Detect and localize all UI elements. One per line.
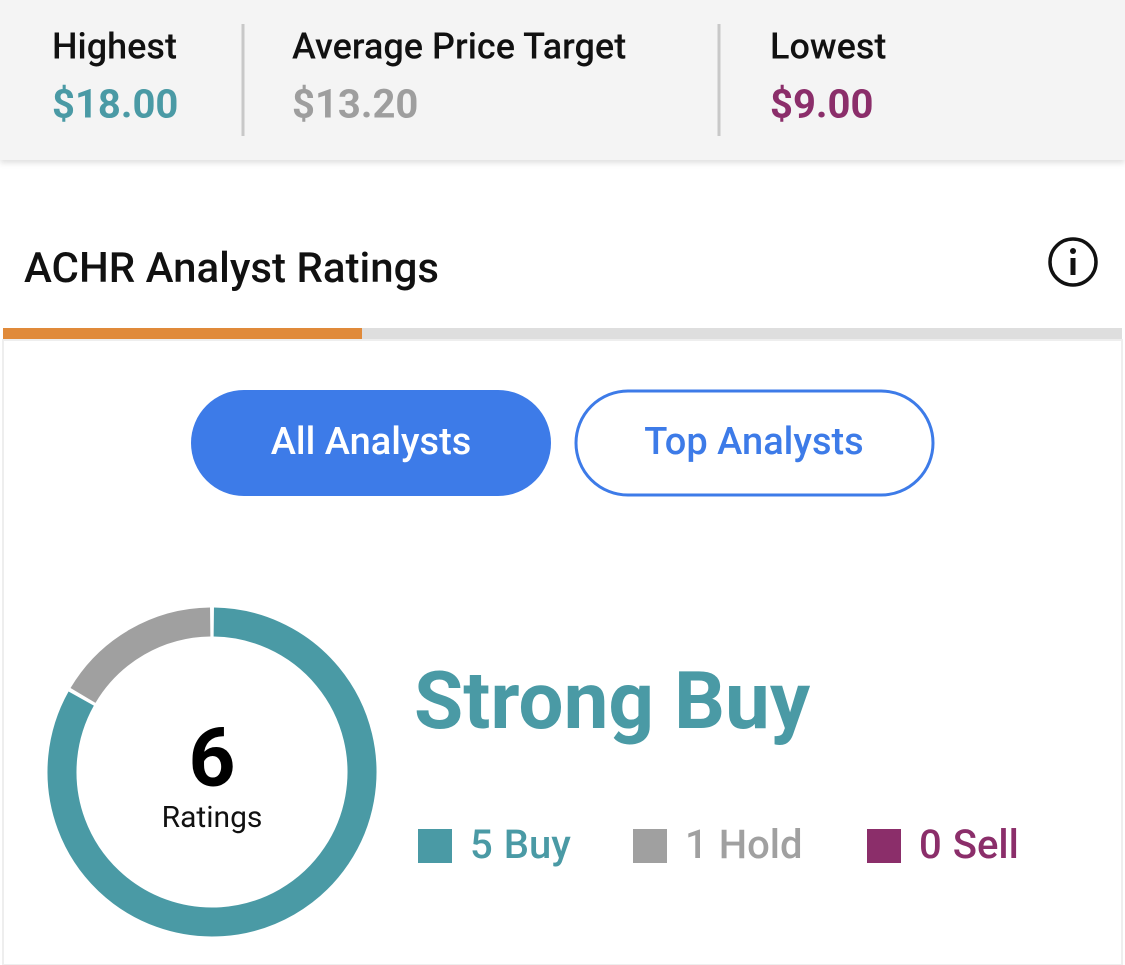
legend-count: 0 <box>919 821 942 868</box>
legend-label: 5 Buy <box>470 821 571 868</box>
legend-count: 5 <box>470 821 493 868</box>
legend-label: 1 Hold <box>685 821 803 868</box>
legend-swatch <box>867 829 901 863</box>
target-label: Highest <box>52 26 177 68</box>
target-value: $9.00 <box>770 81 873 128</box>
target-label: Lowest <box>770 26 886 68</box>
donut-segment <box>47 607 377 937</box>
legend-label: 0 Sell <box>919 821 1019 868</box>
legend: 5 Buy 1 Hold 0 Sell <box>418 821 1019 868</box>
legend-name: Sell <box>953 821 1019 868</box>
price-targets: Highest $18.00 Average Price Target $13.20 L… <box>52 26 886 128</box>
info-icon[interactable] <box>1048 237 1098 287</box>
legend-count: 1 <box>685 821 708 868</box>
progress-fill <box>3 328 362 340</box>
target-label: Average Price Target <box>292 26 626 68</box>
legend-swatch <box>418 829 452 863</box>
tab-label[interactable]: All Analysts <box>271 420 472 464</box>
tab[interactable] <box>574 389 935 497</box>
target-value: $13.20 <box>292 81 418 128</box>
consensus: Strong Buy <box>414 654 811 748</box>
section-title: ACHR Analyst Ratings <box>24 244 439 293</box>
donut-segment <box>70 607 211 704</box>
tab-label[interactable]: Top Analysts <box>644 420 864 464</box>
legend-name: Hold <box>719 821 803 868</box>
legend-swatch <box>633 829 667 863</box>
target-value: $18.00 <box>52 81 178 128</box>
card <box>2 339 1123 965</box>
total-label: Ratings <box>162 800 263 835</box>
donut <box>47 607 377 937</box>
legend-name: Buy <box>504 821 572 868</box>
tab-active[interactable] <box>191 390 551 496</box>
total: 6 <box>188 711 235 807</box>
price-target-bar <box>0 0 1125 160</box>
